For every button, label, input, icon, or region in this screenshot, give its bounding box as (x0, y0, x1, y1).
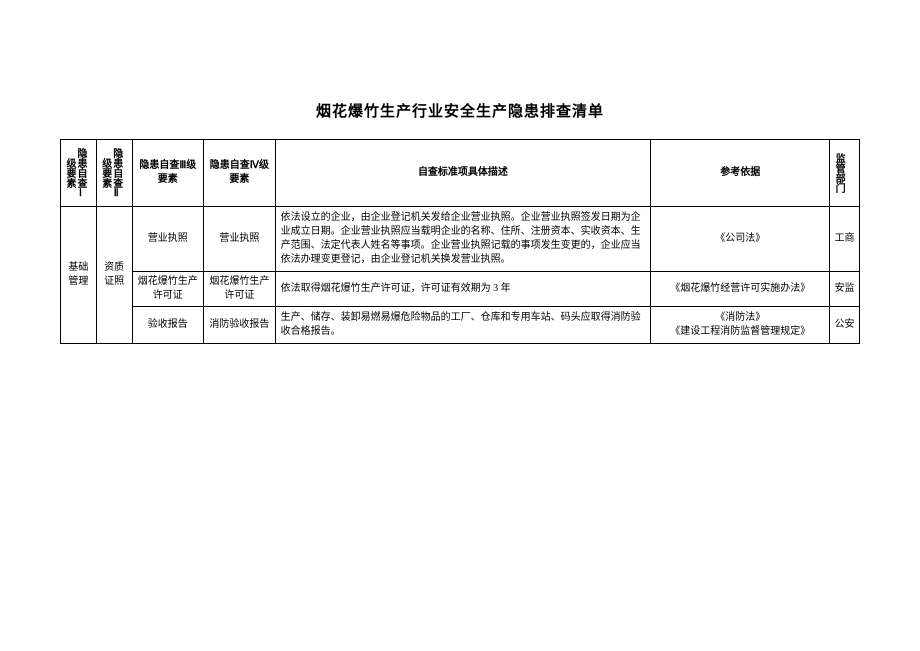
table-row: 验收报告 消防验收报告 生产、储存、装卸易燃易爆危险物品的工厂、仓库和专用车站、… (61, 307, 860, 344)
cell-level3: 验收报告 (132, 307, 204, 344)
header-level4: 隐患自查Ⅳ级要素 (204, 140, 276, 207)
header-ref: 参考依据 (651, 140, 830, 207)
cell-dept: 工商 (830, 207, 860, 272)
table-header-row: 隐患自查Ⅰ级要素 隐患自查Ⅱ级要素 隐患自查Ⅲ级要素 隐患自查Ⅳ级要素 自查标准… (61, 140, 860, 207)
document-page: 烟花爆竹生产行业安全生产隐患排查清单 隐患自查Ⅰ级要素 隐患自查Ⅱ级要素 隐患自… (0, 0, 920, 651)
cell-ref: 《烟花爆竹经营许可实施办法》 (651, 272, 830, 307)
header-level1: 隐患自查Ⅰ级要素 (61, 140, 97, 207)
cell-ref: 《公司法》 (651, 207, 830, 272)
cell-level3: 烟花爆竹生产许可证 (132, 272, 204, 307)
header-dept: 监管部门 (830, 140, 860, 207)
document-title: 烟花爆竹生产行业安全生产隐患排查清单 (60, 100, 860, 121)
cell-level4: 消防验收报告 (204, 307, 276, 344)
cell-level2: 资质证照 (96, 207, 132, 344)
cell-level4: 烟花爆竹生产许可证 (204, 272, 276, 307)
table-row: 烟花爆竹生产许可证 烟花爆竹生产许可证 依法取得烟花爆竹生产许可证，许可证有效期… (61, 272, 860, 307)
checklist-table: 隐患自查Ⅰ级要素 隐患自查Ⅱ级要素 隐患自查Ⅲ级要素 隐患自查Ⅳ级要素 自查标准… (60, 139, 860, 344)
cell-dept: 公安 (830, 307, 860, 344)
cell-level3: 营业执照 (132, 207, 204, 272)
cell-level4: 营业执照 (204, 207, 276, 272)
cell-desc: 依法取得烟花爆竹生产许可证，许可证有效期为 3 年 (275, 272, 651, 307)
table-row: 基础管理 资质证照 营业执照 营业执照 依法设立的企业，由企业登记机关发给企业营… (61, 207, 860, 272)
header-level3: 隐患自查Ⅲ级要素 (132, 140, 204, 207)
header-level2: 隐患自查Ⅱ级要素 (96, 140, 132, 207)
cell-level1: 基础管理 (61, 207, 97, 344)
cell-desc: 依法设立的企业，由企业登记机关发给企业营业执照。企业营业执照签发日期为企业成立日… (275, 207, 651, 272)
header-desc: 自查标准项具体描述 (275, 140, 651, 207)
cell-dept: 安监 (830, 272, 860, 307)
cell-ref: 《消防法》 《建设工程消防监督管理规定》 (651, 307, 830, 344)
cell-desc: 生产、储存、装卸易燃易爆危险物品的工厂、仓库和专用车站、码头应取得消防验收合格报… (275, 307, 651, 344)
